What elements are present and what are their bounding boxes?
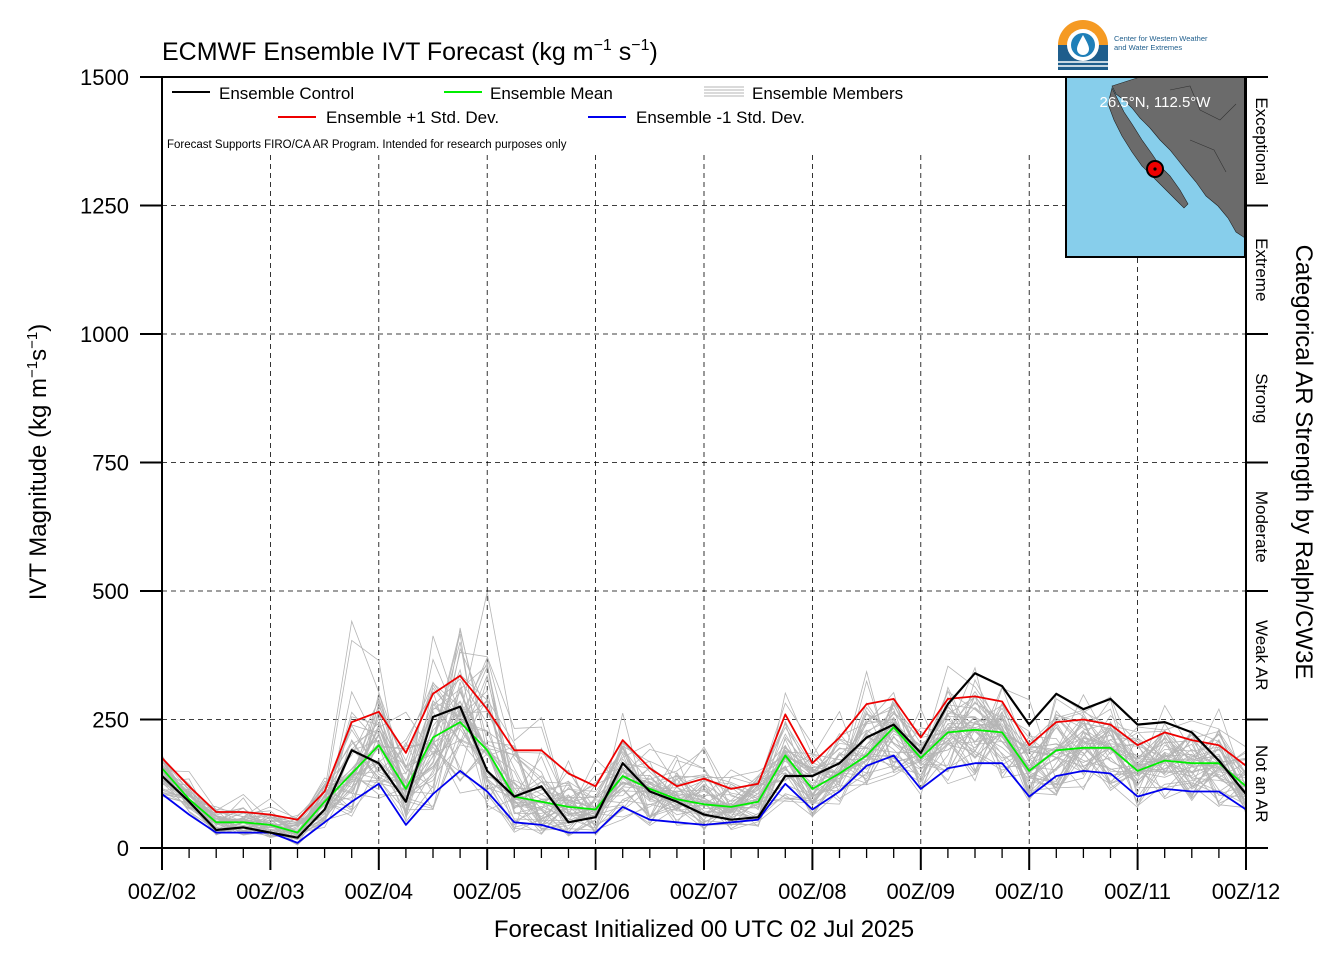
- logo-line-1: Center for Western Weather: [1114, 34, 1208, 43]
- ensemble-member-line: [161, 678, 1247, 834]
- x-tick-label: 00Z/02: [128, 879, 197, 904]
- x-tick-label: 00Z/06: [561, 879, 630, 904]
- y-tick-label: 1500: [80, 65, 129, 90]
- ensemble-member-line: [161, 689, 1247, 841]
- ensemble-member-line: [161, 686, 1247, 838]
- ensemble-member-line: [161, 700, 1247, 834]
- y-axis: 0 250 500 750 1000 1250 1500: [80, 65, 162, 861]
- ensemble-member-line: [161, 658, 1247, 838]
- map-mainland: [1111, 76, 1246, 239]
- y-tick-label: 250: [92, 708, 129, 733]
- mean-line: [161, 721, 1247, 834]
- x-tick-label: 00Z/07: [670, 879, 739, 904]
- ensemble-member-line: [161, 647, 1247, 831]
- x-axis-label: Forecast Initialized 00 UTC 02 Jul 2025: [494, 916, 914, 943]
- x-tick-label: 00Z/11: [1104, 879, 1171, 904]
- map-borders: [1169, 85, 1237, 173]
- ensemble-member-line: [161, 700, 1247, 837]
- category-label: Strong: [1252, 373, 1271, 423]
- legend-control-label: Ensemble Control: [219, 84, 354, 103]
- map-baja-peninsula: [1107, 87, 1189, 209]
- y-tick-label: 1000: [80, 322, 129, 347]
- map-coordinates: 26.5°N, 112.5°W: [1100, 94, 1212, 111]
- logo-line-2: and Water Extremes: [1114, 43, 1183, 52]
- x-axis: 00Z/02 00Z/03 00Z/04 00Z/05 00Z/06 00Z/07 00Z/…: [128, 848, 1281, 904]
- x-tick-label: 00Z/09: [887, 879, 956, 904]
- legend: Ensemble Control Ensemble Mean Ensemble …: [167, 84, 903, 151]
- category-label: Not an AR: [1252, 745, 1271, 823]
- legend-mean-label: Ensemble Mean: [490, 84, 613, 103]
- chart-title: ECMWF Ensemble IVT Forecast (kg m−1 s−1): [162, 37, 658, 66]
- ensemble-member-line: [161, 619, 1247, 826]
- y-tick-label: 500: [92, 579, 129, 604]
- ensemble-member-line: [161, 695, 1247, 839]
- legend-members-swatch: [704, 86, 744, 97]
- y-tick-label: 750: [92, 451, 129, 476]
- x-tick-label: 00Z/04: [345, 879, 414, 904]
- cw3e-logo-text: Center for Western Weather and Water Ext…: [1114, 34, 1254, 52]
- legend-minus-label: Ensemble -1 Std. Dev.: [636, 108, 805, 127]
- ensemble-member-line: [161, 699, 1247, 846]
- cw3e-logo-icon: [1058, 20, 1108, 70]
- x-tick-label: 00Z/08: [778, 879, 847, 904]
- map-frame: [1065, 76, 1246, 258]
- x-tick-label: 00Z/05: [453, 879, 522, 904]
- category-axis: Not an AR Weak AR Moderate Strong Extreme Exc…: [1245, 76, 1271, 849]
- ensemble-member-line: [161, 696, 1247, 836]
- location-map: 26.5°N, 112.5°W: [1065, 76, 1246, 258]
- y-axis-label: IVT Magnitude (kg m−1s−1): [24, 324, 52, 601]
- y-tick-label: 1250: [80, 194, 129, 219]
- ensemble-member-line: [161, 710, 1247, 837]
- disclaimer: Forecast Supports FIRO/CA AR Program. In…: [167, 139, 567, 151]
- right-axis-label: Categorical AR Strength by Ralph/CW3E: [1290, 245, 1317, 680]
- location-marker-center: [1153, 167, 1157, 171]
- series-lines: [161, 672, 1247, 844]
- legend-members-label: Ensemble Members: [752, 84, 903, 103]
- category-label: Moderate: [1252, 491, 1271, 563]
- y-tick-label: 0: [117, 836, 129, 861]
- cw3e-logo: Center for Western Weather and Water Ext…: [1056, 18, 1256, 72]
- plus-std-line: [161, 674, 1247, 821]
- minus-std-line: [161, 754, 1247, 844]
- category-label: Weak AR: [1252, 620, 1271, 691]
- ensemble-member-line: [161, 705, 1247, 838]
- control-line: [161, 672, 1247, 839]
- x-tick-label: 00Z/10: [995, 879, 1064, 904]
- category-label: Extreme: [1252, 238, 1271, 301]
- x-tick-label: 00Z/03: [236, 879, 305, 904]
- grid-lines: [162, 155, 1246, 848]
- category-label: Exceptional: [1252, 97, 1271, 185]
- x-tick-label: 00Z/12: [1212, 879, 1281, 904]
- legend-plus-label: Ensemble +1 Std. Dev.: [326, 108, 499, 127]
